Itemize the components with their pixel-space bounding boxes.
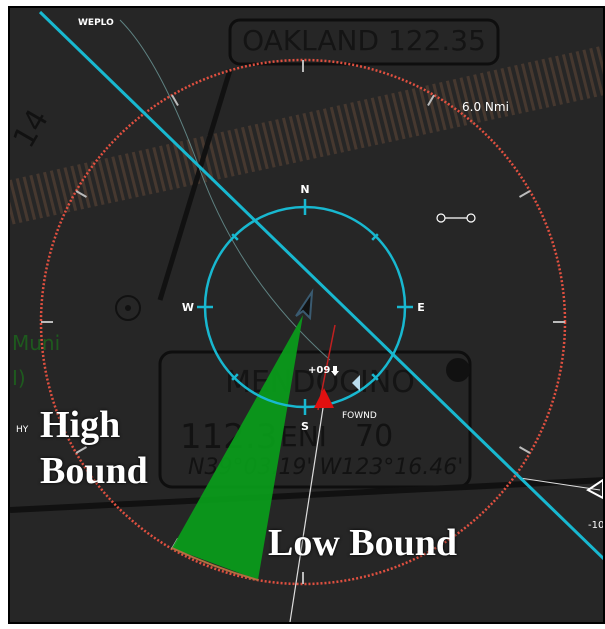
frequency-box-text: OAKLAND 122.35	[242, 24, 486, 57]
edge-label-right: -10	[588, 520, 604, 531]
muni-label: Muni	[12, 331, 60, 355]
high-bound-label: High Bound	[40, 402, 190, 494]
traffic-altitude: +09	[308, 365, 330, 376]
paren-label: I)	[12, 366, 26, 390]
compass-s: S	[301, 420, 309, 433]
compass-e: E	[417, 301, 425, 314]
heliport-symbol	[446, 358, 470, 382]
waypoint-label: WEPLO	[78, 18, 114, 28]
fix-label: FOWND	[342, 411, 377, 421]
low-bound-label: Low Bound	[268, 520, 457, 566]
range-label: 6.0 Nmi	[462, 100, 509, 114]
compass-n: N	[300, 183, 309, 196]
compass-w: W	[182, 301, 194, 314]
airport-symbol	[125, 305, 131, 311]
vor-channel: 70	[355, 419, 393, 454]
page: {"map": {"waypoint": "WEPLO", "frequency…	[0, 0, 605, 629]
edge-label-left: HY	[16, 425, 29, 435]
